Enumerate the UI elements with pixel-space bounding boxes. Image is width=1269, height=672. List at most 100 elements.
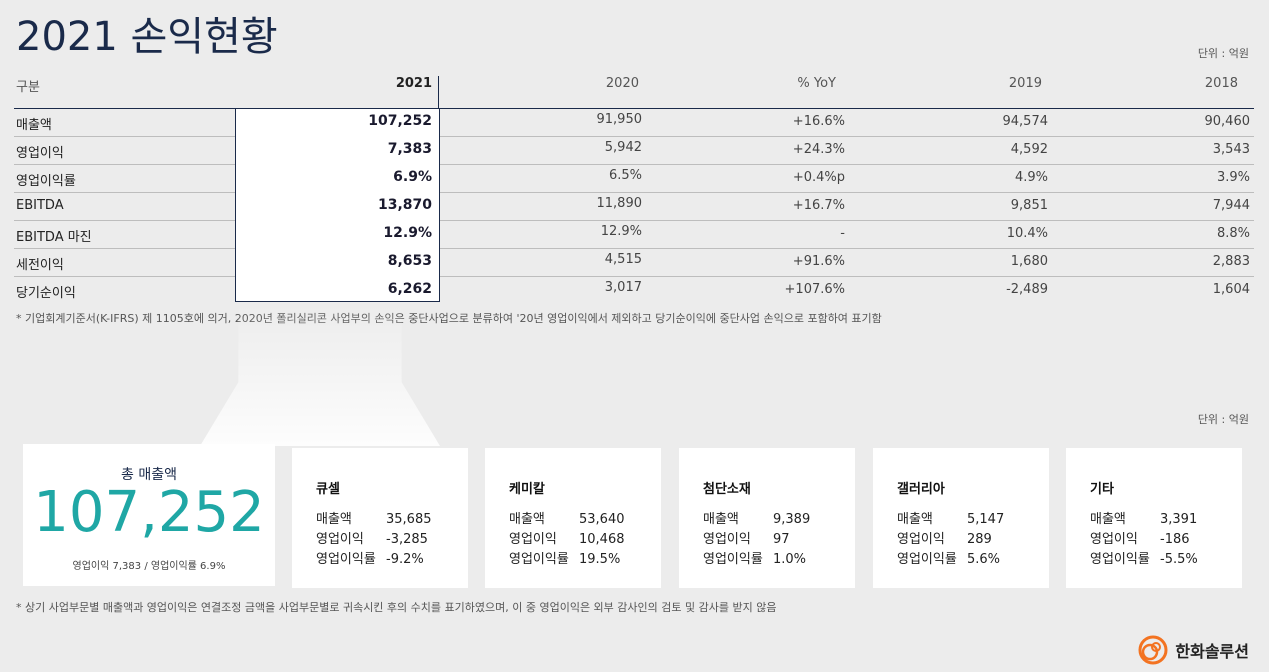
table-body: 매출액 107,252 91,950 +16.6% 94,574 90,460 영업이익 7,… (14, 109, 1254, 304)
value-2020: 4,515 (604, 252, 642, 267)
value-2018: 8.8% (1216, 226, 1250, 241)
value-2018: 1,604 (1212, 282, 1250, 297)
segment-op-margin: 영업이익률 19.5% (509, 548, 620, 567)
header-2020: 2020 (605, 76, 639, 91)
footnote-segments: * 상기 사업부문별 매출액과 영업이익은 연결조정 금액을 사업부문별로 귀속… (16, 601, 777, 614)
row-label: 영업이익 (16, 146, 64, 161)
segment-op-margin: 영업이익률 5.6% (897, 548, 1000, 567)
segment-title: 큐셀 (316, 482, 340, 497)
value-2018: 3,543 (1212, 142, 1250, 157)
segment-key: 매출액 (703, 512, 739, 527)
segment-value: 3,391 (1160, 512, 1198, 527)
segment-value: -186 (1160, 532, 1190, 547)
value-2019: 9,851 (1010, 198, 1048, 213)
value-2018: 2,883 (1212, 254, 1250, 269)
value-2020: 11,890 (596, 196, 643, 211)
row-label: EBITDA 마진 (16, 230, 92, 245)
row-label: 당기순이익 (16, 286, 76, 301)
segment-value: 9,389 (773, 512, 811, 527)
segment-key: 영업이익 (897, 532, 945, 547)
value-2020: 12.9% (600, 224, 642, 239)
value-2021: 6,262 (387, 281, 432, 297)
row-label: 세전이익 (16, 258, 64, 273)
value-2020: 91,950 (596, 112, 643, 127)
segment-key: 영업이익 (316, 532, 364, 547)
segment-key: 영업이익률 (316, 552, 376, 567)
unit-label-top: 단위 : 억원 (1197, 47, 1249, 60)
footnote-ifrs: * 기업회계기준서(K-IFRS) 제 1105호에 의거, 2020년 폴리실… (16, 312, 882, 325)
hanwha-logo-icon (1138, 635, 1168, 665)
segment-value: 53,640 (579, 512, 625, 527)
segment-value: 5.6% (967, 552, 1001, 567)
segment-key: 영업이익 (1090, 532, 1138, 547)
value-2019: 10.4% (1006, 226, 1048, 241)
table-row: EBITDA 마진 12.9% 12.9% - 10.4% 8.8% (14, 221, 1254, 249)
table-row: 영업이익률 6.9% 6.5% +0.4%p 4.9% 3.9% (14, 165, 1254, 193)
value-yoy: +91.6% (792, 254, 845, 269)
value-2020: 5,942 (604, 140, 642, 155)
segment-value: -5.5% (1160, 552, 1198, 567)
header-2019: 2019 (1008, 76, 1042, 91)
value-2019: 1,680 (1010, 254, 1048, 269)
table-header: 구분 2021 2020 % YoY 2019 2018 (14, 70, 1254, 109)
total-revenue-label: 총 매출액 (121, 467, 177, 483)
header-2018: 2018 (1204, 76, 1238, 91)
value-2018: 90,460 (1204, 114, 1251, 129)
segment-key: 영업이익 (703, 532, 751, 547)
segment-key: 영업이익률 (509, 552, 569, 567)
segment-value: 19.5% (579, 552, 621, 567)
segment-key: 영업이익률 (897, 552, 957, 567)
segment-value: 5,147 (967, 512, 1005, 527)
value-2019: 4.9% (1014, 170, 1048, 185)
segment-key: 매출액 (509, 512, 545, 527)
segment-value: 97 (773, 532, 790, 547)
value-2020: 3,017 (604, 280, 642, 295)
header-2021: 2021 (395, 76, 432, 91)
value-2021: 6.9% (393, 169, 432, 185)
row-label: 매출액 (16, 118, 52, 133)
segment-revenue: 매출액 35,685 (316, 508, 432, 527)
flow-arrow-shape (200, 304, 440, 446)
segment-op-income: 영업이익 289 (897, 528, 992, 547)
value-2019: -2,489 (1006, 282, 1048, 297)
value-yoy: +16.6% (792, 114, 845, 129)
segment-key: 영업이익 (509, 532, 557, 547)
value-2021: 13,870 (377, 197, 432, 213)
segment-key: 매출액 (897, 512, 933, 527)
value-2019: 94,574 (1002, 114, 1049, 129)
segment-revenue: 매출액 5,147 (897, 508, 1004, 527)
value-yoy: +16.7% (792, 198, 845, 213)
value-yoy: +0.4%p (792, 170, 845, 185)
segment-revenue: 매출액 53,640 (509, 508, 625, 527)
segment-op-income: 영업이익 10,468 (509, 528, 625, 547)
segment-card: 갤러리아 매출액 5,147 영업이익 289 영업이익률 5.6% (873, 448, 1049, 588)
value-2020: 6.5% (608, 168, 642, 183)
value-yoy: +24.3% (792, 142, 845, 157)
header-yoy: % YoY (797, 76, 836, 91)
value-2018: 3.9% (1216, 170, 1250, 185)
table-row: EBITDA 13,870 11,890 +16.7% 9,851 7,944 (14, 193, 1254, 221)
segment-op-income: 영업이익 -3,285 (316, 528, 428, 547)
segment-key: 매출액 (1090, 512, 1126, 527)
segment-value: 1.0% (773, 552, 807, 567)
value-2021: 12.9% (383, 225, 432, 241)
segment-key: 영업이익률 (703, 552, 763, 567)
row-label: EBITDA (16, 198, 64, 213)
table-row: 세전이익 8,653 4,515 +91.6% 1,680 2,883 (14, 249, 1254, 277)
highlight-2021-column (235, 108, 440, 302)
segment-key: 영업이익률 (1090, 552, 1150, 567)
segment-value: -9.2% (386, 552, 424, 567)
segment-title: 첨단소재 (703, 482, 751, 497)
segment-value: 35,685 (386, 512, 432, 527)
company-logo: 한화솔루션 (1135, 632, 1249, 668)
segment-value: 10,468 (579, 532, 625, 547)
segment-value: 289 (967, 532, 992, 547)
table-row: 당기순이익 6,262 3,017 +107.6% -2,489 1,604 (14, 277, 1254, 304)
segment-value: -3,285 (386, 532, 428, 547)
segment-card: 케미칼 매출액 53,640 영업이익 10,468 영업이익률 19.5% (485, 448, 661, 588)
segment-card: 기타 매출액 3,391 영업이익 -186 영업이익률 -5.5% (1066, 448, 1242, 588)
value-2021: 107,252 (368, 113, 432, 129)
segment-key: 매출액 (316, 512, 352, 527)
header-category: 구분 (16, 80, 40, 95)
segment-revenue: 매출액 9,389 (703, 508, 810, 527)
